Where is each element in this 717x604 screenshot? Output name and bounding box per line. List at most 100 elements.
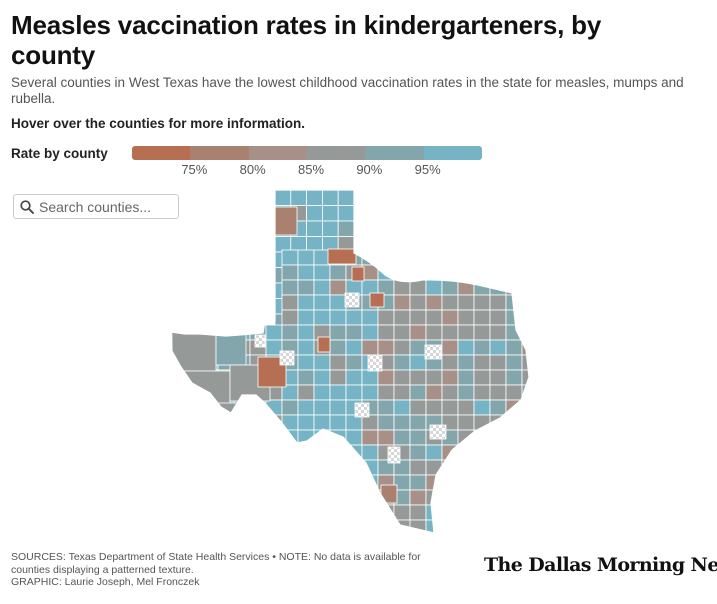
county[interactable] [345, 459, 363, 476]
county[interactable] [201, 429, 219, 446]
county[interactable] [329, 444, 347, 461]
county[interactable] [409, 279, 427, 296]
county[interactable] [425, 279, 443, 296]
county[interactable] [425, 369, 443, 386]
county[interactable] [281, 249, 299, 266]
county[interactable] [345, 309, 363, 326]
county[interactable] [394, 535, 410, 540]
county[interactable] [361, 324, 379, 341]
county[interactable] [297, 294, 315, 311]
county[interactable] [521, 264, 538, 281]
county[interactable] [170, 429, 187, 446]
county[interactable] [367, 354, 383, 372]
county[interactable] [521, 414, 538, 431]
county[interactable] [521, 384, 538, 401]
county[interactable] [409, 309, 427, 326]
county[interactable] [329, 474, 347, 491]
county[interactable] [290, 190, 308, 206]
county[interactable] [522, 535, 538, 540]
county[interactable] [281, 474, 299, 491]
county[interactable] [489, 489, 507, 506]
county[interactable] [298, 535, 314, 540]
county[interactable] [426, 535, 442, 540]
county[interactable] [313, 489, 331, 506]
county[interactable] [505, 264, 523, 281]
county[interactable] [185, 474, 203, 491]
county[interactable] [409, 429, 427, 446]
county[interactable] [329, 459, 347, 476]
county[interactable] [185, 444, 203, 461]
county[interactable] [170, 459, 187, 476]
county[interactable] [393, 429, 411, 446]
county[interactable] [281, 324, 299, 341]
county[interactable] [265, 504, 283, 521]
county[interactable] [505, 384, 523, 401]
county[interactable] [313, 504, 331, 521]
county[interactable] [377, 249, 395, 266]
county[interactable] [201, 489, 219, 506]
county[interactable] [441, 354, 459, 371]
county[interactable] [170, 474, 187, 491]
county[interactable] [425, 264, 443, 281]
county[interactable] [393, 324, 411, 341]
county[interactable] [185, 399, 203, 416]
county[interactable] [409, 474, 427, 491]
county[interactable] [393, 519, 411, 535]
county[interactable] [474, 535, 490, 540]
county[interactable] [393, 354, 411, 371]
county[interactable] [489, 249, 507, 266]
county[interactable] [170, 504, 187, 521]
county[interactable] [281, 264, 299, 281]
county[interactable] [489, 519, 507, 535]
county[interactable] [489, 444, 507, 461]
county[interactable] [233, 459, 251, 476]
county[interactable] [281, 309, 299, 326]
county[interactable] [201, 459, 219, 476]
county[interactable] [473, 429, 491, 446]
county[interactable] [378, 535, 394, 540]
county[interactable] [490, 535, 506, 540]
county[interactable] [233, 444, 251, 461]
county[interactable] [171, 330, 217, 372]
county[interactable] [505, 489, 523, 506]
county[interactable] [473, 249, 491, 266]
county[interactable] [327, 248, 357, 265]
county[interactable] [217, 429, 235, 446]
county[interactable] [329, 384, 347, 401]
county[interactable] [393, 369, 411, 386]
county[interactable] [249, 414, 267, 431]
county[interactable] [281, 444, 299, 461]
county[interactable] [297, 354, 315, 371]
county[interactable] [409, 339, 427, 356]
county[interactable] [233, 519, 251, 535]
county[interactable] [281, 414, 299, 431]
county[interactable] [425, 324, 443, 341]
county[interactable] [489, 339, 507, 356]
county[interactable] [441, 324, 459, 341]
county[interactable] [185, 519, 203, 535]
county[interactable] [297, 399, 315, 416]
county[interactable] [489, 504, 507, 521]
search-box[interactable] [13, 194, 179, 219]
county[interactable] [409, 354, 427, 371]
county[interactable] [345, 324, 363, 341]
county[interactable] [457, 369, 475, 386]
county[interactable] [473, 324, 491, 341]
county[interactable] [457, 519, 475, 535]
county[interactable] [249, 504, 267, 521]
county[interactable] [393, 264, 411, 281]
county[interactable] [321, 190, 339, 206]
county[interactable] [489, 369, 507, 386]
county[interactable] [345, 339, 363, 356]
county[interactable] [361, 444, 379, 461]
county[interactable] [345, 384, 363, 401]
county[interactable] [377, 369, 395, 386]
county[interactable] [457, 444, 475, 461]
county[interactable] [297, 489, 315, 506]
county[interactable] [313, 384, 331, 401]
county[interactable] [425, 294, 443, 311]
county[interactable] [457, 459, 475, 476]
county[interactable] [297, 324, 315, 341]
county[interactable] [353, 190, 371, 206]
county[interactable] [457, 294, 475, 311]
